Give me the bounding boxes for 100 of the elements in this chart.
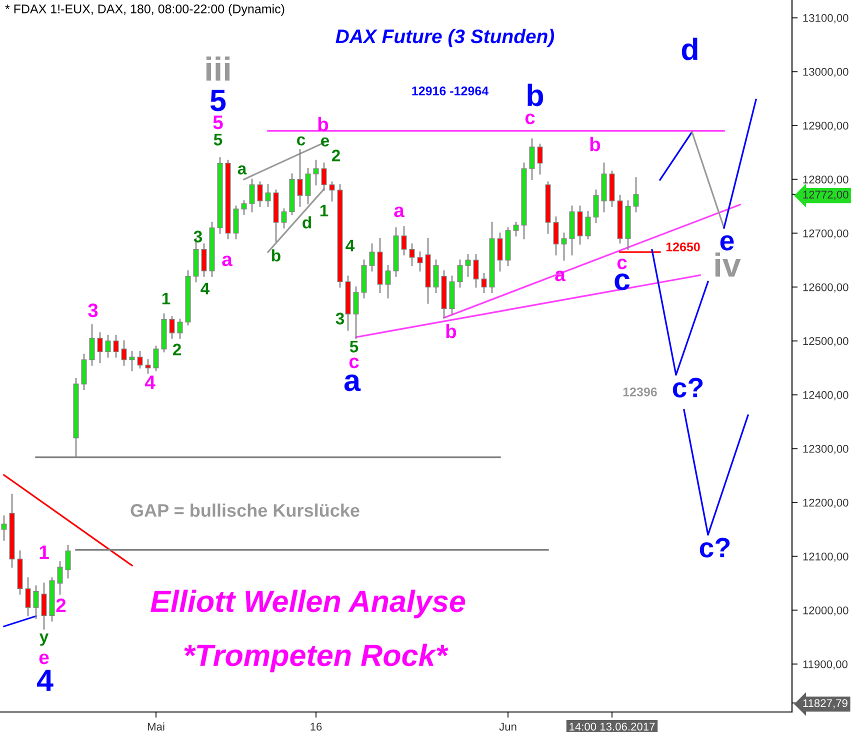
annotation: 1 <box>320 204 328 216</box>
candlestick <box>433 260 439 294</box>
annotation: b <box>590 136 600 152</box>
y-tick-label: 12700,00 <box>803 229 848 239</box>
annotation: b <box>528 84 544 106</box>
annotation: 3 <box>88 303 98 318</box>
annotation: c <box>297 136 306 146</box>
annotation: 4 <box>346 240 355 252</box>
annotation: Elliott Wellen Analyse <box>150 590 466 618</box>
text: DAX Future (3 Stunden) <box>336 28 554 48</box>
candlestick <box>473 254 479 288</box>
candlestick <box>353 286 359 339</box>
annotation: 5 <box>214 134 222 146</box>
annotation: 4 <box>36 670 54 691</box>
candlestick <box>105 334 111 358</box>
candlestick <box>321 162 327 191</box>
candlestick <box>369 243 375 272</box>
candlestick <box>305 168 311 204</box>
x-tick-label: Mai <box>148 722 164 731</box>
y-tick-label: 13100,00 <box>803 14 848 24</box>
annotation: *Trompeten Rock* <box>184 644 448 672</box>
annotation: c <box>525 114 535 124</box>
annotation: b <box>272 249 280 262</box>
candlestick <box>633 177 639 212</box>
candlestick <box>33 585 39 619</box>
annotation: c? <box>700 538 730 558</box>
annotation: y <box>39 634 49 646</box>
candlestick <box>65 544 71 579</box>
annotation: * FDAX 1!-EUX, DAX, 180, 08:00-22:00 (Dynamic) <box>5 4 284 16</box>
candlestick <box>25 577 31 616</box>
candlestick <box>113 334 119 358</box>
annotation: 2 <box>56 598 66 612</box>
candlestick <box>313 160 319 186</box>
candlestick <box>177 318 183 339</box>
y-tick-label: 12400,00 <box>803 391 848 400</box>
annotation: 1 <box>162 292 170 304</box>
candlestick <box>129 351 135 372</box>
candlestick <box>401 226 407 256</box>
candlestick <box>513 222 519 237</box>
annotation: 12650 <box>666 242 700 252</box>
annotation: c <box>617 258 627 270</box>
annotation: 12396 <box>623 388 657 396</box>
annotation: 3 <box>194 230 202 242</box>
candlestick <box>137 351 143 368</box>
y-tick-label: 11900,00 <box>803 660 848 670</box>
candlestick <box>97 332 103 364</box>
candlestick <box>593 189 599 224</box>
candlestick <box>201 243 207 277</box>
annotation: 12916 -12964 <box>412 86 489 96</box>
annotation: c <box>614 273 630 290</box>
annotation: a <box>344 374 361 392</box>
x-tick-label: 16 <box>310 722 322 731</box>
annotation: 1 <box>40 546 49 560</box>
y-tick-label: 11827,79 <box>803 699 848 708</box>
annotation: b <box>318 116 328 132</box>
candlestick <box>385 264 391 298</box>
annotation: 2 <box>332 150 340 162</box>
annotation: 5 <box>350 340 358 352</box>
annotation: 4 <box>200 282 210 294</box>
annotation: iii <box>206 56 230 81</box>
y-tick-label: 12772,00 <box>803 190 848 200</box>
annotation: 2 <box>172 344 181 356</box>
candlestick <box>457 260 463 288</box>
annotation: d <box>682 38 698 60</box>
candlestick <box>249 178 255 212</box>
annotation: 5 <box>213 116 223 130</box>
candlestick <box>553 216 559 256</box>
x-tick-label: Jun <box>499 722 516 731</box>
annotation: c? <box>672 378 703 398</box>
candlestick <box>57 561 63 595</box>
candlestick <box>121 340 127 366</box>
annotation: b <box>446 324 456 338</box>
annotation: c <box>349 358 359 368</box>
annotation: e <box>321 137 330 146</box>
annotation: a <box>222 256 233 266</box>
y-tick-label: 13000,00 <box>803 68 848 78</box>
y-tick-label: 12600,00 <box>803 283 848 293</box>
y-tick-label: 12800,00 <box>803 176 848 185</box>
candlestick <box>417 251 423 272</box>
annotation: 5 <box>210 90 226 112</box>
y-tick-label: 12000,00 <box>803 606 848 616</box>
candlestick <box>1 515 7 541</box>
y-tick-label: 12300,00 <box>803 444 848 454</box>
candlestick <box>561 232 567 261</box>
candlestick <box>529 138 535 180</box>
annotation: e <box>720 235 734 250</box>
candlestick <box>409 243 415 266</box>
annotation: GAP = bullische Kurslücke <box>130 504 360 517</box>
annotation: a <box>238 165 247 174</box>
annotation: e <box>39 654 49 664</box>
candlestick <box>41 582 47 630</box>
y-tick-label: 12500,00 <box>803 337 848 346</box>
candlestick <box>169 316 175 339</box>
annotation: iv <box>715 252 741 277</box>
candlestick <box>537 144 543 175</box>
annotation: a <box>394 206 405 218</box>
x-tick-label: 14:00 13.06.2017 <box>570 722 655 731</box>
candlestick <box>585 211 591 240</box>
y-tick-label: 12900,00 <box>803 122 848 131</box>
candlestick <box>89 324 95 366</box>
